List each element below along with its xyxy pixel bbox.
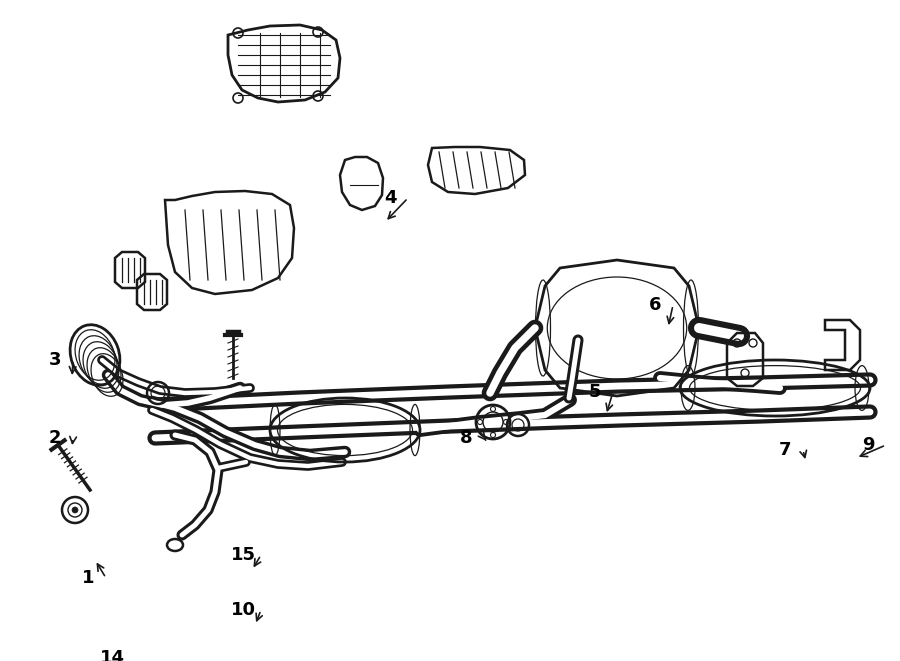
Text: 5: 5 [589,383,601,401]
Text: 15: 15 [230,546,256,564]
Text: 8: 8 [460,429,473,447]
Text: 3: 3 [49,351,61,369]
Text: 2: 2 [49,429,61,447]
Text: 10: 10 [230,601,256,619]
Text: 7: 7 [778,441,791,459]
Text: 4: 4 [383,189,396,207]
Text: 6: 6 [649,296,662,314]
Text: 14: 14 [100,649,124,661]
Text: 9: 9 [862,436,874,454]
Circle shape [72,507,78,513]
Text: 1: 1 [82,569,94,587]
